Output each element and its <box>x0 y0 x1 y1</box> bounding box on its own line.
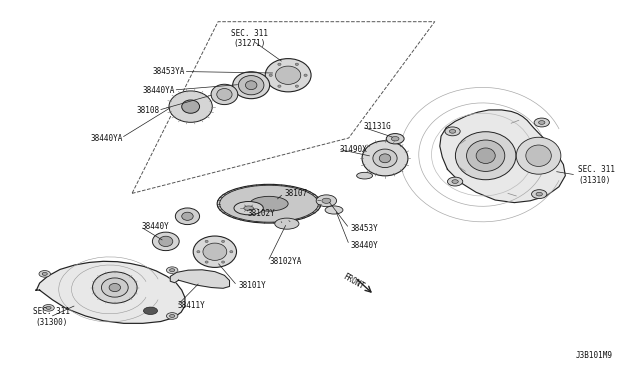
Text: 31131G: 31131G <box>364 122 391 131</box>
Text: FRONT: FRONT <box>341 272 365 292</box>
Polygon shape <box>170 270 230 288</box>
Text: 38102Y: 38102Y <box>248 209 276 218</box>
Polygon shape <box>440 110 565 203</box>
Ellipse shape <box>278 85 281 87</box>
Ellipse shape <box>43 305 54 311</box>
Text: 38108: 38108 <box>136 106 159 115</box>
Ellipse shape <box>516 137 561 174</box>
Ellipse shape <box>476 148 495 163</box>
Ellipse shape <box>239 76 264 95</box>
Ellipse shape <box>46 307 51 310</box>
Ellipse shape <box>42 272 47 275</box>
Ellipse shape <box>526 145 551 166</box>
Text: 31490X: 31490X <box>339 145 367 154</box>
Ellipse shape <box>166 267 178 273</box>
Ellipse shape <box>170 269 175 272</box>
Ellipse shape <box>101 278 128 297</box>
Ellipse shape <box>182 212 193 220</box>
Ellipse shape <box>276 66 301 84</box>
Ellipse shape <box>152 232 179 251</box>
Ellipse shape <box>380 154 391 163</box>
Ellipse shape <box>182 100 200 113</box>
Text: SEC. 311
(31310): SEC. 311 (31310) <box>578 165 615 185</box>
Ellipse shape <box>221 261 225 263</box>
Ellipse shape <box>452 180 458 183</box>
Ellipse shape <box>217 89 232 100</box>
Polygon shape <box>36 261 185 323</box>
Ellipse shape <box>447 177 463 186</box>
Ellipse shape <box>233 72 269 99</box>
Ellipse shape <box>387 134 404 144</box>
Ellipse shape <box>197 251 200 253</box>
Ellipse shape <box>246 81 257 90</box>
Ellipse shape <box>205 240 208 243</box>
Ellipse shape <box>234 202 263 215</box>
Ellipse shape <box>39 270 51 277</box>
Text: 38102YA: 38102YA <box>269 257 301 266</box>
Ellipse shape <box>221 240 225 243</box>
Ellipse shape <box>325 206 343 214</box>
Text: SEC. 311
(31300): SEC. 311 (31300) <box>33 307 70 327</box>
Ellipse shape <box>175 208 200 225</box>
Ellipse shape <box>265 59 311 92</box>
Ellipse shape <box>159 236 173 247</box>
Ellipse shape <box>203 243 227 260</box>
Ellipse shape <box>275 218 299 229</box>
Text: 38411Y: 38411Y <box>178 301 205 311</box>
Ellipse shape <box>362 141 408 176</box>
Ellipse shape <box>467 140 505 171</box>
Ellipse shape <box>230 251 233 253</box>
Text: 38440Y: 38440Y <box>351 241 378 250</box>
Ellipse shape <box>392 137 399 141</box>
Text: 38107: 38107 <box>285 189 308 198</box>
Ellipse shape <box>220 185 319 222</box>
Text: 38453Y: 38453Y <box>351 224 378 233</box>
Ellipse shape <box>456 132 516 180</box>
Ellipse shape <box>93 272 137 303</box>
Ellipse shape <box>205 261 208 263</box>
Ellipse shape <box>143 307 157 314</box>
Text: 38101Y: 38101Y <box>239 281 266 290</box>
Ellipse shape <box>169 91 212 122</box>
Ellipse shape <box>170 314 175 317</box>
Ellipse shape <box>193 236 237 267</box>
Ellipse shape <box>295 85 298 87</box>
Ellipse shape <box>449 129 456 133</box>
Text: 38453YA: 38453YA <box>152 67 185 76</box>
Ellipse shape <box>356 172 372 179</box>
Ellipse shape <box>322 198 331 203</box>
Ellipse shape <box>109 283 120 292</box>
Ellipse shape <box>304 74 307 76</box>
Ellipse shape <box>445 127 460 136</box>
Ellipse shape <box>166 312 178 319</box>
Ellipse shape <box>211 84 238 105</box>
Ellipse shape <box>534 118 549 127</box>
Ellipse shape <box>244 206 253 211</box>
Ellipse shape <box>217 185 321 223</box>
Text: 38440YA: 38440YA <box>142 86 175 94</box>
Text: 38440YA: 38440YA <box>90 134 122 142</box>
Text: SEC. 311
(31271): SEC. 311 (31271) <box>232 29 268 48</box>
Ellipse shape <box>269 74 272 76</box>
Ellipse shape <box>532 190 547 199</box>
Ellipse shape <box>295 63 298 65</box>
Text: J3B101M9: J3B101M9 <box>576 351 613 360</box>
Ellipse shape <box>373 149 397 167</box>
Ellipse shape <box>316 195 337 207</box>
Ellipse shape <box>250 196 288 211</box>
Ellipse shape <box>539 121 545 124</box>
Ellipse shape <box>536 192 542 196</box>
Ellipse shape <box>278 63 281 65</box>
Text: 38440Y: 38440Y <box>141 222 170 231</box>
